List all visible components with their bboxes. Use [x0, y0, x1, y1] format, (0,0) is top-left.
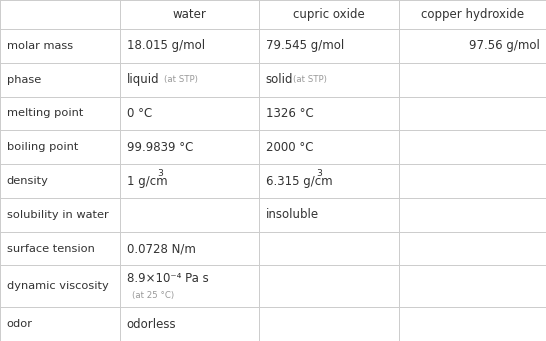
Text: 3: 3 — [317, 169, 323, 178]
Text: solubility in water: solubility in water — [7, 210, 108, 220]
Text: boiling point: boiling point — [7, 142, 78, 152]
Text: phase: phase — [7, 75, 41, 85]
Text: dynamic viscosity: dynamic viscosity — [7, 281, 108, 291]
Text: 79.545 g/mol: 79.545 g/mol — [266, 40, 344, 53]
Text: 6.315 g/cm: 6.315 g/cm — [266, 175, 333, 188]
Text: 0 °C: 0 °C — [127, 107, 152, 120]
Text: insoluble: insoluble — [266, 208, 319, 221]
Text: melting point: melting point — [7, 108, 83, 118]
Text: 0.0728 N/m: 0.0728 N/m — [127, 242, 195, 255]
Text: odorless: odorless — [127, 317, 176, 331]
Text: 97.56 g/mol: 97.56 g/mol — [468, 40, 539, 53]
Text: density: density — [7, 176, 49, 186]
Text: odor: odor — [7, 319, 33, 329]
Text: molar mass: molar mass — [7, 41, 73, 51]
Text: copper hydroxide: copper hydroxide — [421, 8, 524, 21]
Text: solid: solid — [266, 73, 293, 86]
Text: 1 g/cm: 1 g/cm — [127, 175, 167, 188]
Text: 1326 °C: 1326 °C — [266, 107, 313, 120]
Text: surface tension: surface tension — [7, 243, 94, 254]
Text: 2000 °C: 2000 °C — [266, 141, 313, 154]
Text: 3: 3 — [157, 169, 163, 178]
Text: (at STP): (at STP) — [293, 75, 327, 84]
Text: liquid: liquid — [127, 73, 159, 86]
Text: (at STP): (at STP) — [164, 75, 198, 84]
Text: cupric oxide: cupric oxide — [293, 8, 365, 21]
Text: 8.9×10⁻⁴ Pa s: 8.9×10⁻⁴ Pa s — [127, 272, 209, 285]
Text: (at 25 °C): (at 25 °C) — [132, 291, 174, 300]
Text: 18.015 g/mol: 18.015 g/mol — [127, 40, 205, 53]
Text: water: water — [173, 8, 207, 21]
Text: 99.9839 °C: 99.9839 °C — [127, 141, 193, 154]
